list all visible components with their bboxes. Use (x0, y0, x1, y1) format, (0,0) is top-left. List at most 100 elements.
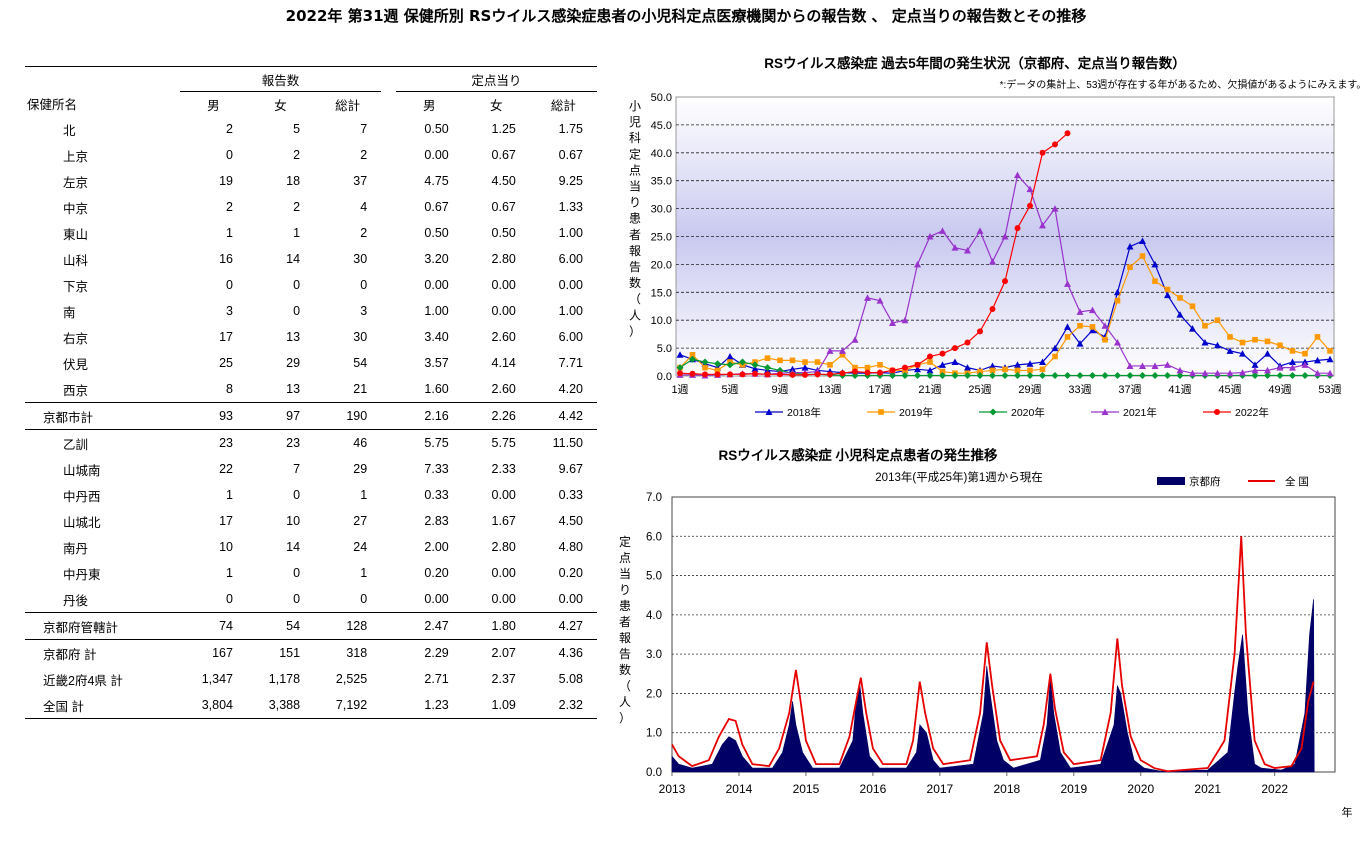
cell-total: 7,192 (314, 692, 382, 719)
chart1-data-point (1189, 369, 1196, 377)
chart1-data-point (1214, 341, 1221, 349)
chart1-data-point (1239, 339, 1246, 346)
chart1-data-point (989, 258, 996, 265)
cell-total: 2 (360, 226, 368, 240)
chart1-data-point (1201, 339, 1209, 346)
cell-total: 54 (353, 356, 368, 370)
row-name: 右京 (63, 331, 89, 346)
chart1-data-point (1139, 362, 1146, 369)
cell-gap (381, 560, 395, 586)
chart1-data-point (939, 371, 946, 379)
chart1-data-point (1251, 361, 1259, 368)
chart1-data-point (789, 371, 796, 378)
chart1-data-point (1064, 280, 1071, 287)
chart1-data-point (852, 364, 858, 371)
cell-total: 4 (360, 200, 368, 214)
chart1-data-point (1114, 371, 1121, 379)
chart1-data-point (901, 316, 909, 324)
cell-per-male: 5.75 (395, 429, 463, 456)
chart1-data-point (914, 371, 921, 379)
chart1-ytick-label: 15.0 (651, 287, 672, 299)
chart1-xtick-label: 41週 (1168, 383, 1191, 396)
chart1-data-point (1289, 371, 1296, 379)
chart1-ytick-label: 5.0 (657, 343, 672, 355)
cell-gap (381, 324, 395, 350)
row-name: 山科 (63, 253, 89, 268)
cell-total: 2 (360, 148, 368, 162)
cell-per-female: 1.67 (491, 514, 516, 528)
row-name: 中京 (63, 201, 89, 216)
row-name: 南 (63, 305, 76, 320)
chart2-xtick-label: 2013 (659, 782, 686, 796)
cell-per-total: 9.67 (558, 462, 583, 476)
chart1-data-point (1201, 369, 1209, 377)
cell-per-total: 4.42 (529, 402, 597, 430)
chart1-data-point (951, 358, 959, 366)
cell-female: 23 (246, 429, 315, 456)
cell-gap (381, 456, 395, 482)
chart2-ylabel-char: 定 (619, 534, 631, 549)
chart2-ylabel-char: 点 (619, 551, 631, 565)
chart2-xtick-label: 2021 (1194, 782, 1221, 796)
chart1-xtick-label: 5週 (721, 383, 738, 396)
cell-total: 0 (360, 278, 368, 292)
cell-gap (381, 272, 395, 298)
chart1-data-point (1126, 243, 1134, 250)
cell-per-male: 3.57 (424, 356, 449, 370)
table-row: 西京 8 13 21 1.60 2.60 4.20 (25, 376, 597, 403)
cell-per-female: 0.00 (491, 488, 516, 502)
chart1-legend-item: 2022年 (1203, 406, 1269, 419)
chart1-data-point (1314, 356, 1321, 364)
cell-per-total: 11.50 (529, 429, 597, 456)
chart1-data-point (1014, 371, 1021, 379)
chart1-ylabel-char: 告 (629, 260, 641, 274)
chart1-data-point (964, 371, 971, 379)
chart1-data-point (927, 359, 933, 365)
chart1-data-point (1326, 369, 1334, 377)
chart1-ylabel-char: 人 (629, 308, 641, 322)
chart1-data-point (889, 367, 896, 374)
cell-per-total: 5.08 (558, 672, 583, 686)
chart1-data-point (1014, 225, 1021, 232)
cell-per-male: 0.50 (424, 226, 449, 240)
cell-per-female: 0.00 (491, 592, 516, 606)
chart1-ytick-label: 50.0 (651, 92, 672, 104)
chart1-legend-item: 2021年 (1091, 406, 1157, 419)
chart1-data-point (689, 370, 696, 377)
chart1-data-point (864, 294, 871, 301)
table-row: 南 3 0 3 1.00 0.00 1.00 (25, 298, 597, 324)
chart1-data-point (952, 345, 958, 352)
cell-per-total: 0.33 (558, 488, 583, 502)
chart1-data-point (789, 365, 796, 373)
cell-per-male: 0.50 (424, 122, 449, 136)
chart1-data-point (1164, 361, 1171, 368)
chart1-data-point (702, 371, 708, 378)
chart1-xtick-label: 37週 (1118, 383, 1141, 396)
chart1-data-point (1151, 362, 1159, 369)
cell-per-male: 2.71 (424, 672, 449, 686)
table-row: 京都府 計 167 151 318 2.29 2.07 4.36 (25, 639, 597, 666)
cell-per-male: 7.33 (424, 462, 449, 476)
table-row: 中丹西 1 0 1 0.33 0.00 0.33 (25, 482, 597, 508)
cell-gap (381, 376, 395, 403)
table-row: 東山 1 1 2 0.50 0.50 1.00 (25, 220, 597, 246)
cell-per-male: 0.00 (424, 148, 449, 162)
chart1-data-point (1239, 369, 1246, 376)
cell-gap (381, 142, 395, 168)
chart1-data-point (989, 367, 996, 374)
cell-female: 7 (293, 462, 301, 476)
chart1-legend-marker (1101, 408, 1109, 415)
chart1-data-point (1052, 353, 1058, 360)
cell-male: 25 (219, 356, 233, 370)
cell-per-total: 1.33 (558, 200, 583, 214)
cell-male: 0 (226, 148, 233, 162)
chart1-data-point (1001, 233, 1009, 240)
chart1-data-point (976, 227, 984, 234)
row-name: 中丹東 (63, 567, 101, 582)
chart1-data-point (864, 364, 871, 371)
cell-female: 1,178 (268, 672, 301, 686)
table-row: 乙訓 23 23 46 5.75 5.75 11.50 (25, 429, 597, 456)
chart1-data-point (927, 353, 933, 360)
cell-gap (381, 116, 395, 142)
row-name: 全国 計 (25, 692, 180, 719)
